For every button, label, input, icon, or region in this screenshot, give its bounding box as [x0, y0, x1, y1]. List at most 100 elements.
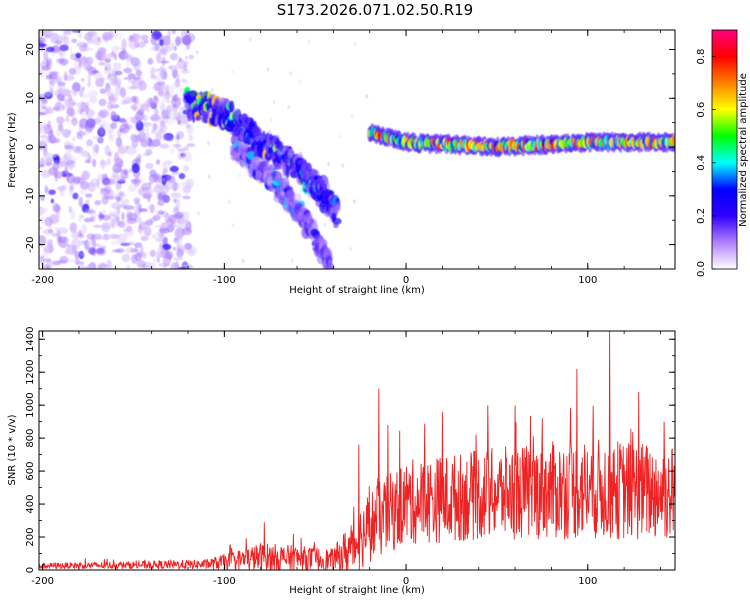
heatmap-cell [139, 221, 147, 231]
heatmap-cell [172, 181, 178, 192]
heatmap-cell [321, 183, 327, 191]
heatmap-cell [131, 163, 140, 174]
snr-series-line [39, 331, 675, 570]
heatmap-cell [150, 128, 157, 135]
snr-x-tick-label: 0 [403, 576, 409, 587]
heatmap-cell [99, 88, 107, 94]
heatmap-cell [51, 233, 60, 237]
heatmap-cell [42, 124, 49, 135]
heatmap-cell [123, 76, 132, 80]
heatmap-cell [144, 219, 154, 226]
heatmap-cell [183, 64, 188, 72]
heatmap-cell [108, 135, 115, 143]
heatmap-cell [85, 64, 94, 71]
heatmap-cell [158, 210, 164, 215]
heatmap-cell [338, 134, 341, 139]
heatmap-cell [93, 224, 102, 228]
heatmap-cell [86, 264, 96, 269]
heatmap-cell [76, 146, 81, 152]
heatmap-cell [40, 169, 51, 179]
heatmap-cell [150, 66, 155, 77]
heatmap-cell [142, 264, 151, 269]
heatmap-cell [179, 121, 185, 128]
heatmap-cell [208, 174, 211, 179]
heatmap-cell [238, 173, 241, 178]
heatmap-cell [107, 157, 111, 166]
heatmap-cell [178, 219, 188, 223]
heatmap-cell [69, 252, 75, 256]
heatmap-cell [183, 185, 192, 194]
heatmap-cell [59, 44, 69, 52]
heatmap-cell [181, 152, 186, 159]
spectrogram-y-axis-label: Frequency (Hz) [7, 112, 18, 188]
heatmap-cell [117, 224, 125, 229]
heatmap-cell [119, 123, 130, 134]
heatmap-cell [171, 30, 176, 35]
snr-y-tick-label: 0 [25, 567, 36, 573]
heatmap-cell [39, 255, 44, 261]
heatmap-cell [269, 118, 273, 123]
heatmap-cell [87, 153, 92, 164]
colorbar-tick-label: 0.0 [696, 261, 707, 277]
heatmap-cell [81, 224, 87, 235]
spectrogram-y-tick-label: -10 [25, 188, 36, 204]
heatmap-cell [57, 242, 69, 247]
heatmap-cell [78, 262, 85, 268]
heatmap-cell [44, 185, 48, 194]
colorbar-gradient [711, 29, 738, 270]
heatmap-cell [51, 73, 59, 80]
heatmap-cell [228, 199, 231, 204]
colorbar-tick-label: 0.8 [696, 49, 707, 65]
heatmap-cell [158, 45, 167, 56]
heatmap-cell [80, 150, 90, 157]
heatmap-cell [142, 102, 146, 107]
heatmap-cell [43, 206, 48, 214]
heatmap-cell [175, 140, 180, 151]
heatmap-cell [49, 213, 60, 225]
heatmap-cell [45, 108, 54, 115]
heatmap-cell [111, 45, 118, 55]
spectrogram-x-tick-label: -100 [213, 275, 236, 286]
spectrogram-x-tick-label: 0 [403, 275, 409, 286]
heatmap-cell [64, 249, 71, 255]
heatmap-cell [150, 170, 156, 175]
spectrogram-y-tick-label: 10 [25, 92, 36, 105]
heatmap-cell [156, 52, 162, 64]
heatmap-cell [144, 132, 151, 143]
heatmap-cell [45, 265, 51, 269]
heatmap-cell [145, 108, 151, 113]
heatmap-cell [124, 228, 135, 237]
heatmap-cell [162, 40, 167, 46]
heatmap-cell [78, 214, 85, 219]
heatmap-cell [39, 216, 46, 224]
heatmap-cell [123, 168, 128, 175]
heatmap-cell [127, 73, 136, 79]
heatmap-cell [157, 192, 163, 201]
heatmap-cell [42, 251, 48, 258]
heatmap-cell [186, 41, 191, 50]
heatmap-cell [39, 135, 49, 139]
heatmap-cell [100, 261, 106, 267]
heatmap-cell [89, 110, 96, 116]
heatmap-cell [104, 62, 112, 72]
heatmap-cell [159, 227, 166, 233]
heatmap-cell [71, 30, 81, 33]
heatmap-cell [327, 162, 330, 167]
heatmap-cell [159, 65, 164, 70]
heatmap-cell [121, 199, 130, 205]
heatmap-cell [163, 85, 170, 90]
heatmap-cell [89, 95, 98, 104]
heatmap-cell [59, 126, 64, 134]
heatmap-cell [63, 71, 68, 82]
heatmap-cell [353, 199, 356, 204]
heatmap-cell [87, 73, 91, 83]
heatmap-cell [152, 257, 157, 268]
heatmap-cell [188, 134, 194, 142]
heatmap-cell [39, 46, 45, 52]
heatmap-cell [249, 37, 252, 42]
heatmap-cell [163, 74, 168, 80]
heatmap-cell [176, 134, 180, 141]
heatmap-cell [165, 99, 171, 104]
heatmap-cell [130, 134, 138, 142]
